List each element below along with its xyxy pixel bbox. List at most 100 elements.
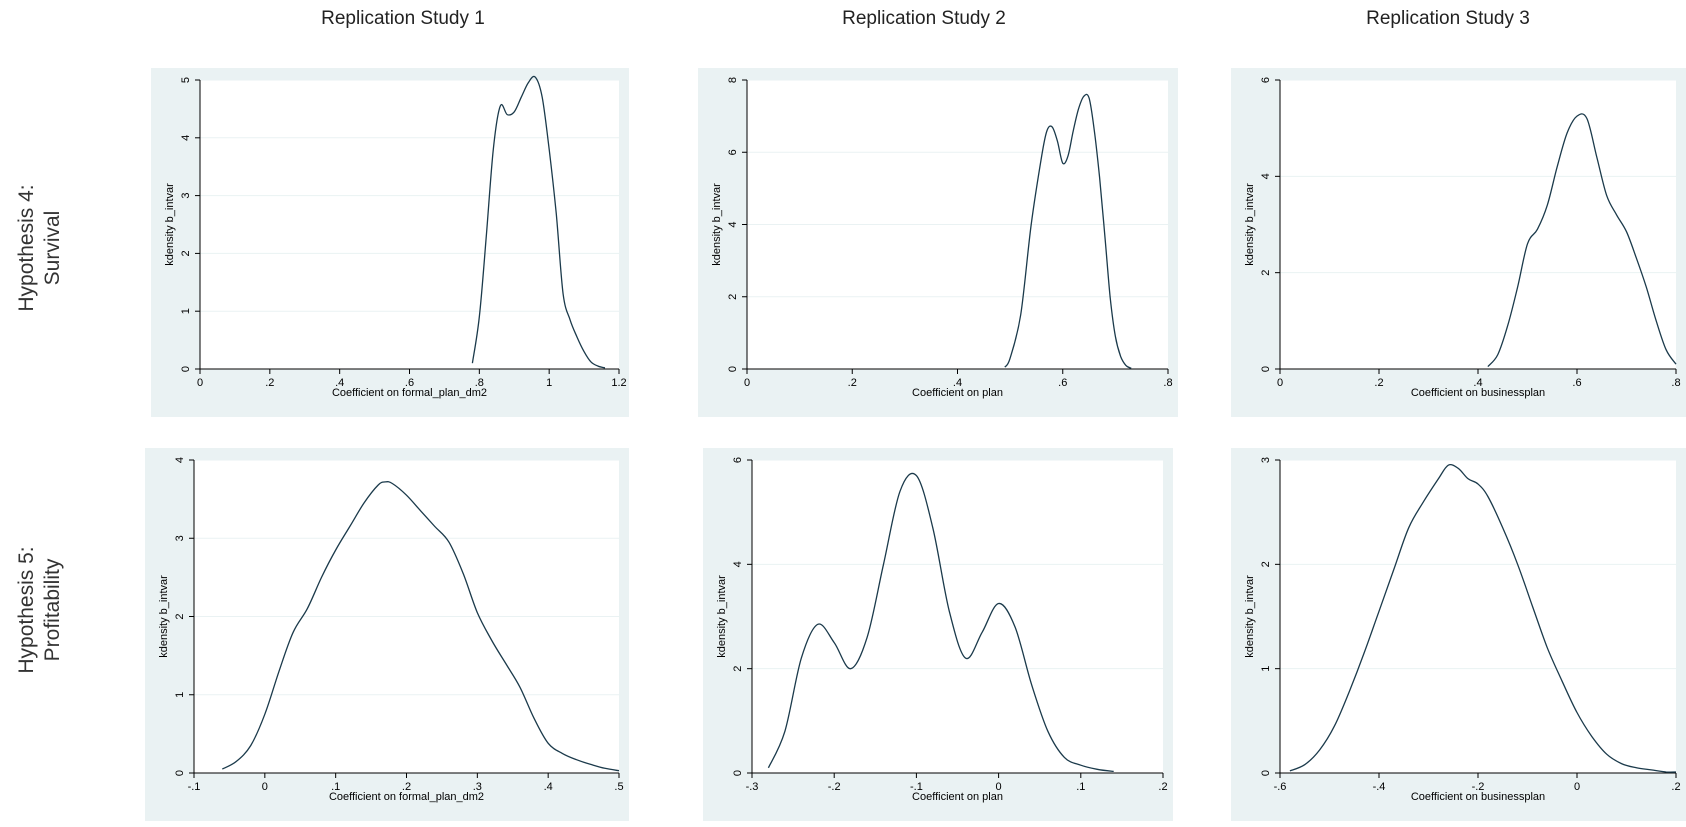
x-tick-label: .4	[544, 781, 553, 793]
y-tick-label: 4	[727, 221, 739, 227]
x-tick-label: .8	[475, 377, 484, 389]
x-tick-label: .8	[1163, 377, 1172, 389]
y-tick-label: 4	[180, 135, 192, 141]
x-axis-label: Coefficient on businessplan	[1411, 387, 1545, 399]
row-header-line1: Hypothesis 5:	[15, 546, 38, 674]
x-tick-label: .4	[335, 377, 344, 389]
chart-panel-h5-study2: 0 2 4 6 -.3 -.2 -.1 0 .1 .2 Coefficient on plan kde…	[703, 448, 1173, 821]
y-tick-label: 0	[732, 770, 744, 776]
x-tick-label: .1	[1076, 781, 1085, 793]
x-axis-label: Coefficient on formal_plan_dm2	[329, 791, 484, 803]
x-tick-label: 1.2	[611, 377, 626, 389]
x-axis-label: Coefficient on businessplan	[1411, 791, 1545, 803]
y-tick-label: 8	[727, 77, 739, 83]
x-tick-label: 0	[744, 377, 750, 389]
x-tick-label: -.2	[1472, 781, 1485, 793]
x-tick-label: .2	[1671, 781, 1680, 793]
x-tick-label: .4	[953, 377, 962, 389]
y-tick-label: 2	[174, 613, 186, 619]
x-axis-label: Coefficient on formal_plan_dm2	[332, 387, 487, 399]
y-axis-label: kdensity b_intvar	[711, 183, 723, 266]
y-tick-label: 1	[174, 692, 186, 698]
y-tick-label: 2	[180, 250, 192, 256]
y-tick-label: 5	[180, 77, 192, 83]
y-tick-label: 0	[1260, 770, 1272, 776]
x-tick-label: .2	[1158, 781, 1167, 793]
x-tick-label: 0	[1277, 377, 1283, 389]
x-tick-label: .6	[405, 377, 414, 389]
density-curve	[1004, 93, 1132, 369]
density-curve	[767, 472, 1114, 773]
column-header-study-2: Replication Study 2	[842, 8, 1006, 29]
y-tick-label: 0	[180, 366, 192, 372]
plot-area	[200, 80, 619, 369]
chart-panel-h4-study1: 0 1 2 3 4 5 0 .2 .4 .6 .8 1 1.2 Coefficient on formal…	[151, 68, 629, 417]
x-tick-label: 0	[197, 377, 203, 389]
chart-svg: 0 2 4 6 -.3 -.2 -.1 0 .1 .2 Coefficient on plan kde…	[716, 457, 1168, 803]
chart-svg: 0 2 4 6 8 0 .2 .4 .6 .8 Coefficient on plan kdensit…	[711, 77, 1173, 399]
x-tick-label: .8	[1671, 377, 1680, 389]
x-tick-label: 1	[546, 377, 552, 389]
y-tick-label: 2	[1260, 561, 1272, 567]
density-curve	[1289, 464, 1677, 773]
chart-svg: 0 1 2 3 -.6 -.4 -.2 0 .2 Coefficient on businessp…	[1244, 457, 1681, 803]
y-tick-label: 0	[174, 770, 186, 776]
chart-panel-h4-study3: 0 2 4 6 0 .2 .4 .6 .8 Coefficient on businessplan…	[1231, 68, 1686, 417]
row-header-line2: Profitability	[41, 558, 64, 662]
row-header-line1: Hypothesis 4:	[15, 184, 38, 312]
y-tick-label: 3	[174, 535, 186, 541]
plot-area	[752, 460, 1163, 773]
row-header-line2: Survival	[41, 210, 64, 286]
x-tick-label: -.1	[910, 781, 923, 793]
y-tick-label: 6	[1260, 77, 1272, 83]
x-tick-label: .3	[473, 781, 482, 793]
y-axis-label: kdensity b_intvar	[164, 183, 176, 266]
y-tick-label: 3	[180, 193, 192, 199]
x-tick-label: .5	[614, 781, 623, 793]
x-tick-label: .2	[265, 377, 274, 389]
y-tick-label: 4	[732, 561, 744, 567]
chart-panel-h4-study2: 0 2 4 6 8 0 .2 .4 .6 .8 Coefficient on plan kdensit…	[698, 68, 1178, 417]
y-tick-label: 0	[1260, 366, 1272, 372]
plot-area	[1280, 80, 1676, 369]
y-axis-label: kdensity b_intvar	[158, 575, 170, 658]
x-tick-label: .2	[848, 377, 857, 389]
x-tick-label: -.6	[1274, 781, 1287, 793]
y-axis-label: kdensity b_intvar	[716, 575, 728, 658]
y-tick-label: 0	[727, 366, 739, 372]
x-tick-label: 0	[996, 781, 1002, 793]
x-tick-label: 0	[262, 781, 268, 793]
chart-panel-h5-study1: 0 1 2 3 4 -.1 0.1.2.3.4.5 Coefficient on formal…	[145, 448, 629, 821]
x-tick-label: .2	[1374, 377, 1383, 389]
x-tick-label: .6	[1572, 377, 1581, 389]
chart-panel-h5-study3: 0 1 2 3 -.6 -.4 -.2 0 .2 Coefficient on businessp…	[1231, 448, 1686, 821]
y-axis-label: kdensity b_intvar	[1244, 183, 1256, 266]
x-tick-label: .2	[402, 781, 411, 793]
x-tick-label: -.1	[188, 781, 201, 793]
x-axis-label: Coefficient on plan	[912, 791, 1003, 803]
y-tick-label: 6	[732, 457, 744, 463]
density-curve	[1487, 113, 1677, 368]
x-tick-label: 0	[1574, 781, 1580, 793]
y-tick-label: 3	[1260, 457, 1272, 463]
row-header-hypothesis-4: Hypothesis 4: Survival	[14, 78, 66, 418]
y-tick-label: 2	[732, 666, 744, 672]
y-axis-label: kdensity b_intvar	[1244, 575, 1256, 658]
x-tick-label: -.4	[1373, 781, 1386, 793]
row-header-hypothesis-5: Hypothesis 5: Profitability	[14, 440, 66, 780]
y-tick-label: 4	[1260, 173, 1272, 179]
density-curve	[221, 481, 620, 772]
plot-area	[1280, 460, 1676, 773]
x-tick-label: -.3	[746, 781, 759, 793]
y-tick-label: 2	[727, 294, 739, 300]
x-tick-label: -.2	[828, 781, 841, 793]
x-tick-label: .4	[1473, 377, 1482, 389]
chart-svg: 0 2 4 6 0 .2 .4 .6 .8 Coefficient on businessplan…	[1244, 77, 1681, 399]
x-axis-label: Coefficient on plan	[912, 387, 1003, 399]
x-tick-label: .6	[1058, 377, 1067, 389]
x-tick-label: .1	[331, 781, 340, 793]
y-tick-label: 4	[174, 457, 186, 463]
column-header-study-1: Replication Study 1	[321, 8, 485, 29]
chart-svg: 0 1 2 3 4 5 0 .2 .4 .6 .8 1 1.2 Coefficient on formal…	[164, 75, 627, 399]
